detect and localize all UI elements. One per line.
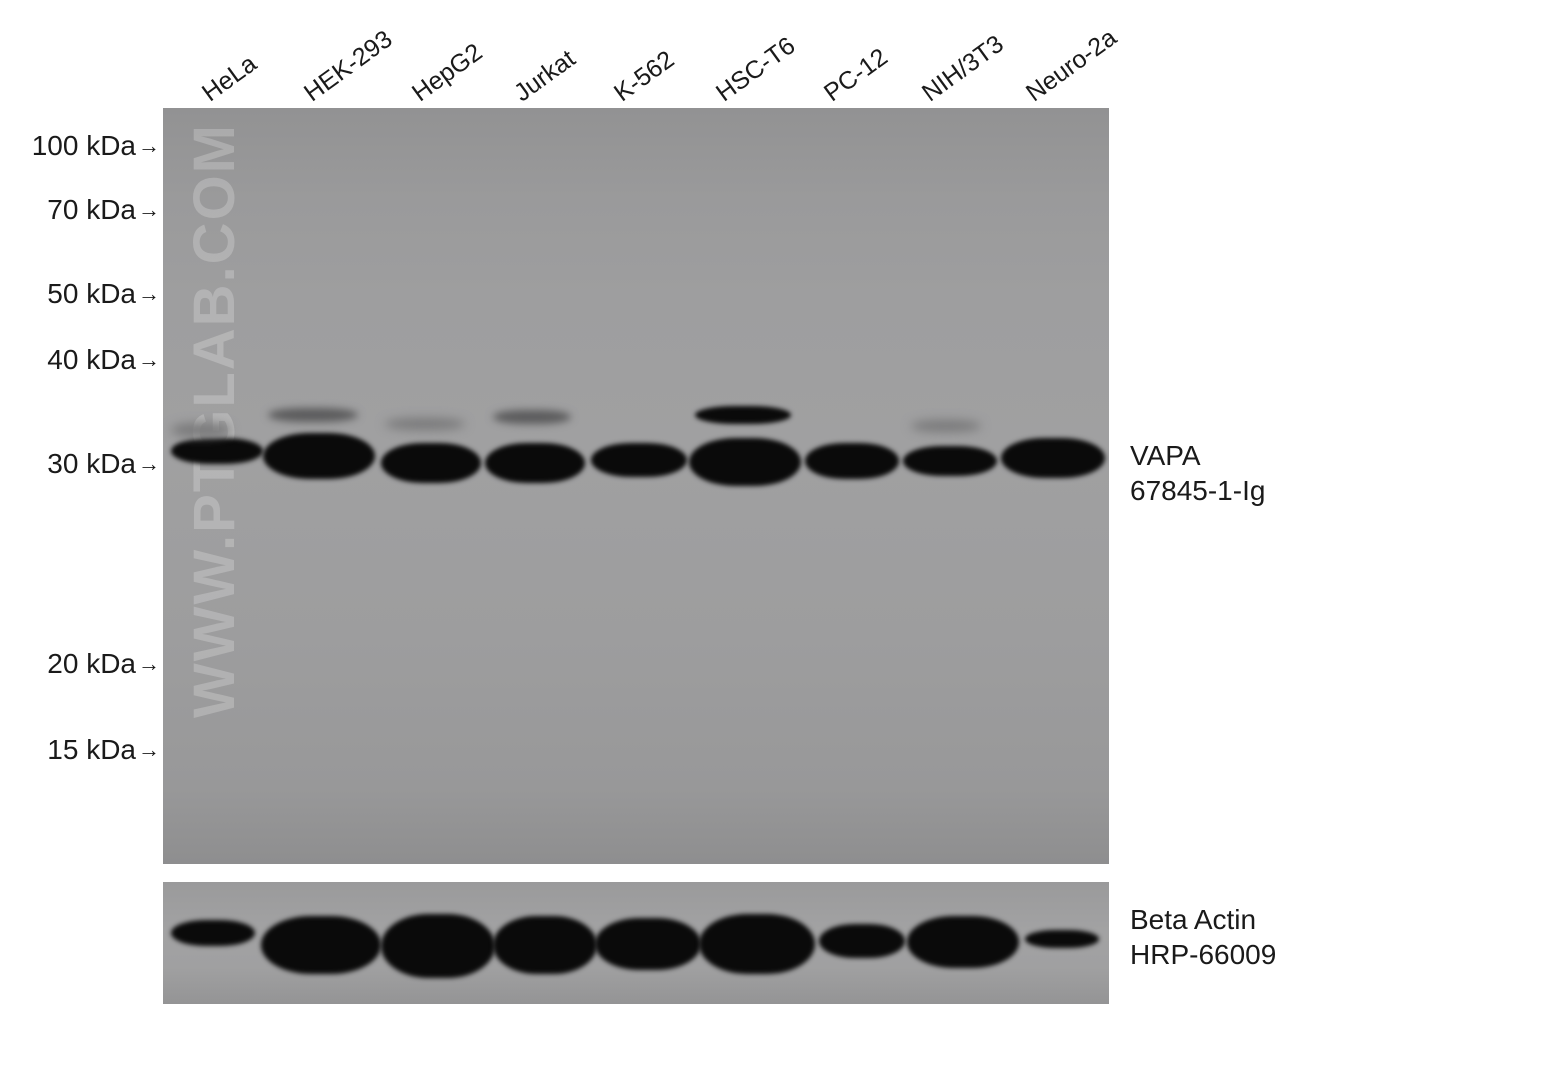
actin-band: [261, 916, 381, 974]
mw-marker-label: 50 kDa: [47, 278, 160, 310]
actin-blot-panel: [163, 882, 1109, 1004]
lane-label: Neuro-2a: [1021, 23, 1122, 108]
primary-label-line1: VAPA: [1130, 438, 1265, 473]
loading-control-label: Beta Actin HRP-66009: [1130, 902, 1276, 972]
watermark-text: WWW.PTGLAB.COM: [181, 123, 248, 718]
lane-label: HeLa: [197, 49, 262, 108]
loading-label-line1: Beta Actin: [1130, 902, 1276, 937]
actin-band: [1025, 930, 1099, 948]
protein-band: [695, 406, 791, 424]
mw-marker-label: 40 kDa: [47, 344, 160, 376]
primary-antibody-label: VAPA 67845-1-Ig: [1130, 438, 1265, 508]
mw-marker-label: 15 kDa: [47, 734, 160, 766]
mw-marker-label: 100 kDa: [32, 130, 160, 162]
protein-band: [263, 433, 375, 479]
protein-band: [485, 443, 585, 483]
lane-label: HSC-T6: [711, 31, 801, 108]
lane-labels-row: HeLa HEK-293HepG2 Jurkat K-562 HSC-T6 PC-12 NI…: [166, 8, 1106, 108]
protein-band: [1001, 438, 1105, 478]
actin-band: [819, 924, 905, 958]
loading-label-line2: HRP-66009: [1130, 937, 1276, 972]
actin-band: [171, 920, 255, 946]
actin-band: [493, 916, 597, 974]
lane-label: Jurkat: [509, 45, 581, 108]
protein-band: [903, 446, 997, 476]
lane-label: HEK-293: [299, 25, 398, 108]
primary-label-line2: 67845-1-Ig: [1130, 473, 1265, 508]
western-blot-figure: HeLa HEK-293HepG2 Jurkat K-562 HSC-T6 PC-12 NI…: [0, 0, 1545, 1069]
protein-band: [171, 423, 231, 437]
protein-band: [171, 438, 263, 464]
lane-label: HepG2: [407, 38, 488, 108]
protein-band: [385, 418, 465, 430]
actin-band: [699, 914, 815, 974]
actin-band: [381, 914, 495, 978]
lane-label: NIH/3T3: [917, 30, 1009, 108]
actin-band: [907, 916, 1019, 968]
mw-marker-label: 30 kDa: [47, 448, 160, 480]
actin-band: [595, 918, 701, 970]
lane-label: PC-12: [819, 43, 893, 108]
protein-band: [591, 443, 687, 477]
protein-band: [911, 420, 981, 432]
lane-label: K-562: [609, 45, 680, 108]
protein-band: [381, 443, 481, 483]
protein-band: [805, 443, 899, 479]
main-blot-panel: WWW.PTGLAB.COM: [163, 108, 1109, 864]
protein-band: [689, 438, 801, 486]
mw-marker-label: 70 kDa: [47, 194, 160, 226]
protein-band: [268, 408, 358, 422]
protein-band: [493, 410, 571, 424]
mw-marker-label: 20 kDa: [47, 648, 160, 680]
